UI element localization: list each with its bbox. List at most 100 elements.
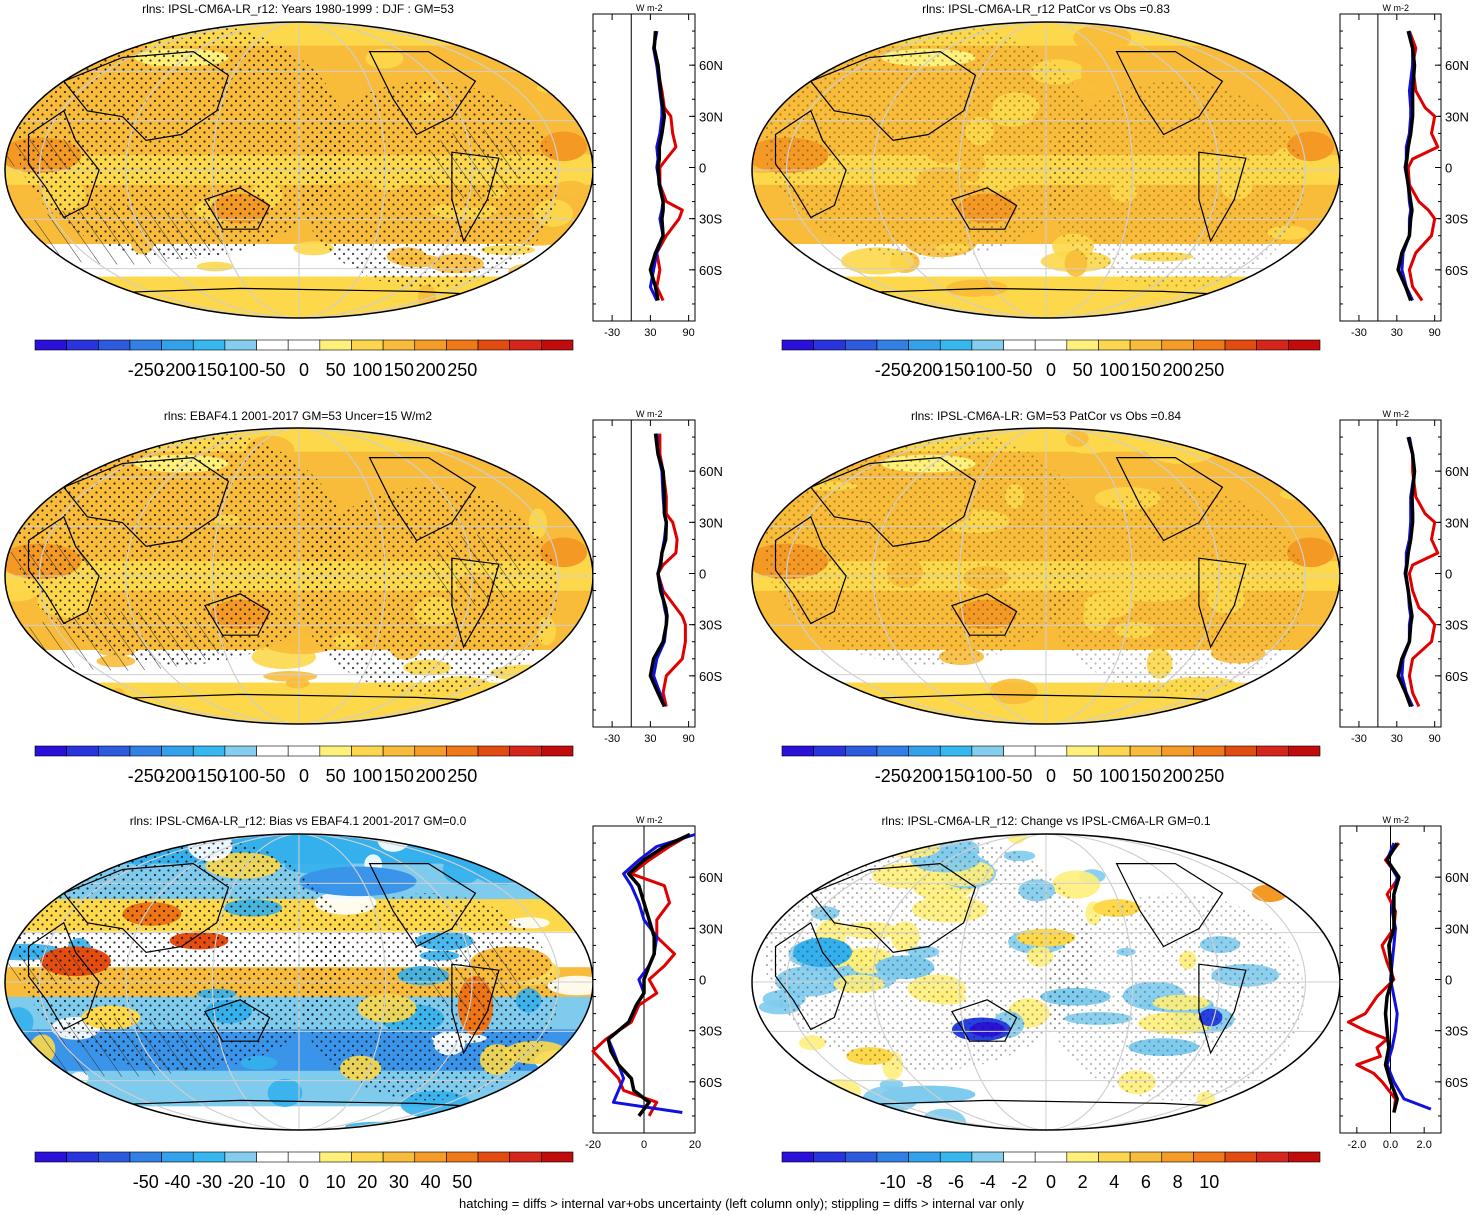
colorbar-1: -250-200-150-100 -50 0 50 100 150 200 250 bbox=[781, 339, 1321, 380]
colorbar-swatch bbox=[382, 1151, 416, 1163]
colorbar-tick-label: 0 bbox=[1046, 766, 1056, 786]
colorbar-swatch bbox=[1129, 745, 1163, 757]
colorbar-swatch bbox=[1193, 339, 1226, 351]
colorbar-swatch bbox=[446, 1151, 479, 1163]
lat-tick-label: 30S bbox=[1445, 212, 1468, 227]
colorbar-tick-label: -50 bbox=[133, 1172, 159, 1192]
x-tick-label: -2.0 bbox=[1347, 1139, 1366, 1151]
x-tick-label: 90 bbox=[1429, 733, 1441, 745]
colorbar-swatch bbox=[781, 745, 814, 757]
colorbar-2: -250-200-150-100 -50 0 50 100 150 200 250 bbox=[34, 745, 574, 786]
colorbar-swatch bbox=[446, 339, 479, 351]
colorbar-swatch bbox=[844, 745, 878, 757]
colorbar-swatch bbox=[1034, 339, 1068, 351]
colorbar-swatch bbox=[66, 745, 99, 757]
colorbar-swatch bbox=[971, 1151, 1004, 1163]
x-tick-label: 30 bbox=[1391, 327, 1403, 339]
colorbar-tick-label: 200 bbox=[416, 360, 446, 380]
map-2 bbox=[4, 427, 594, 725]
colorbar-swatch bbox=[876, 339, 909, 351]
lat-tick-label: 0 bbox=[699, 161, 706, 176]
colorbar-tick-label: 50 bbox=[452, 1172, 472, 1192]
colorbar-swatch bbox=[1003, 745, 1036, 757]
colorbar-tick-label: 40 bbox=[421, 1172, 441, 1192]
lat-tick-label: 60N bbox=[1445, 58, 1469, 73]
colorbar-tick-label: 10 bbox=[1199, 1172, 1219, 1192]
colorbar-tick-label: 150 bbox=[1131, 766, 1161, 786]
colorbar-swatch bbox=[477, 339, 511, 351]
colorbar-tick-label: 150 bbox=[1131, 360, 1161, 380]
colorbar-swatch bbox=[509, 1151, 542, 1163]
lat-tick-label: 60N bbox=[699, 58, 723, 73]
colorbar-swatch bbox=[1193, 1151, 1226, 1163]
x-tick-label: 30 bbox=[644, 733, 656, 745]
x-tick-label: 30 bbox=[644, 327, 656, 339]
colorbar-swatch bbox=[509, 745, 542, 757]
colorbar-swatch bbox=[351, 1151, 384, 1163]
map-0 bbox=[4, 21, 594, 319]
colorbar-swatch bbox=[1224, 339, 1258, 351]
lat-tick-label: 30S bbox=[699, 618, 722, 633]
colorbar-swatch bbox=[1098, 745, 1131, 757]
colorbar-swatch bbox=[129, 1151, 162, 1163]
x-tick-label: 2.0 bbox=[1417, 1139, 1432, 1151]
series-line-ensemble bbox=[1396, 30, 1417, 302]
lat-tick-label: 0 bbox=[1445, 161, 1452, 176]
colorbar-tick-label: 50 bbox=[326, 766, 346, 786]
colorbar-swatch bbox=[446, 745, 479, 757]
colorbar-tick-label: 8 bbox=[1173, 1172, 1183, 1192]
colorbar-swatch bbox=[509, 339, 542, 351]
colorbar-tick-label: -50 bbox=[1006, 766, 1032, 786]
zonal-plot-2: 60N 30N 0 30S 60S -30 30 90 W m-2 bbox=[592, 409, 723, 745]
colorbar-swatch bbox=[1288, 1151, 1321, 1163]
colorbar-swatch bbox=[781, 1151, 814, 1163]
colorbar-tick-label: -100 bbox=[223, 766, 259, 786]
colorbar-swatch bbox=[1161, 339, 1194, 351]
series-line-ensemble bbox=[1396, 436, 1417, 708]
panel-title: rlns: EBAF4.1 2001-2017 GM=53 Uncer=15 W… bbox=[163, 409, 433, 423]
colorbar-tick-label: -200 bbox=[159, 766, 195, 786]
colorbar-swatch bbox=[844, 339, 878, 351]
x-tick-label: 90 bbox=[683, 733, 695, 745]
x-tick-label: 20 bbox=[689, 1139, 701, 1151]
colorbar-tick-label: 0 bbox=[299, 766, 309, 786]
lat-tick-label: 30N bbox=[699, 109, 723, 124]
colorbar-swatch bbox=[97, 1151, 131, 1163]
colorbar-swatch bbox=[1003, 1151, 1036, 1163]
colorbar-swatch bbox=[256, 339, 289, 351]
x-tick-label: 90 bbox=[1429, 327, 1441, 339]
lat-tick-label: 30N bbox=[1445, 515, 1469, 530]
footer-note: hatching = diffs > internal var+obs unce… bbox=[459, 1196, 1024, 1211]
colorbar-tick-label: 250 bbox=[1194, 766, 1224, 786]
lat-tick-label: 60N bbox=[699, 464, 723, 479]
colorbar-swatch bbox=[908, 1151, 941, 1163]
colorbar-tick-label: 100 bbox=[1099, 766, 1129, 786]
colorbar-tick-label: -50 bbox=[1006, 360, 1032, 380]
colorbar-tick-label: -150 bbox=[191, 766, 227, 786]
x-tick-label: 0.0 bbox=[1383, 1139, 1398, 1151]
lat-tick-label: 60S bbox=[1445, 669, 1468, 684]
zonal-plot-1: 60N 30N 0 30S 60S -30 30 90 W m-2 bbox=[1339, 3, 1469, 339]
colorbar-swatch bbox=[908, 339, 941, 351]
colorbar-tick-label: 4 bbox=[1109, 1172, 1119, 1192]
colorbar-tick-label: -250 bbox=[128, 360, 164, 380]
unit-label: W m-2 bbox=[1383, 409, 1410, 419]
colorbar-swatch bbox=[939, 339, 973, 351]
colorbar-swatch bbox=[287, 1151, 321, 1163]
panel-title: rlns: IPSL-CM6A-LR: GM=53 PatCor vs Obs … bbox=[910, 409, 1182, 423]
colorbar-swatch bbox=[224, 1151, 257, 1163]
colorbar-tick-label: -150 bbox=[938, 360, 974, 380]
colorbar-swatch bbox=[876, 745, 909, 757]
colorbar-tick-label: 30 bbox=[389, 1172, 409, 1192]
colorbar-tick-label: 50 bbox=[326, 360, 346, 380]
colorbar-swatch bbox=[1129, 339, 1163, 351]
colorbar-tick-label: -200 bbox=[906, 766, 942, 786]
colorbar-tick-label: 200 bbox=[1163, 360, 1193, 380]
colorbar-4: -50 -40 -30 -20 -10 0 10 20 30 40 50 bbox=[34, 1151, 574, 1192]
colorbar-swatch bbox=[844, 1151, 878, 1163]
colorbar-tick-label: 200 bbox=[1163, 766, 1193, 786]
colorbar-swatch bbox=[66, 1151, 99, 1163]
unit-label: W m-2 bbox=[636, 3, 663, 13]
colorbar-tick-label: 50 bbox=[1073, 360, 1093, 380]
series-line-model bbox=[1406, 30, 1440, 302]
